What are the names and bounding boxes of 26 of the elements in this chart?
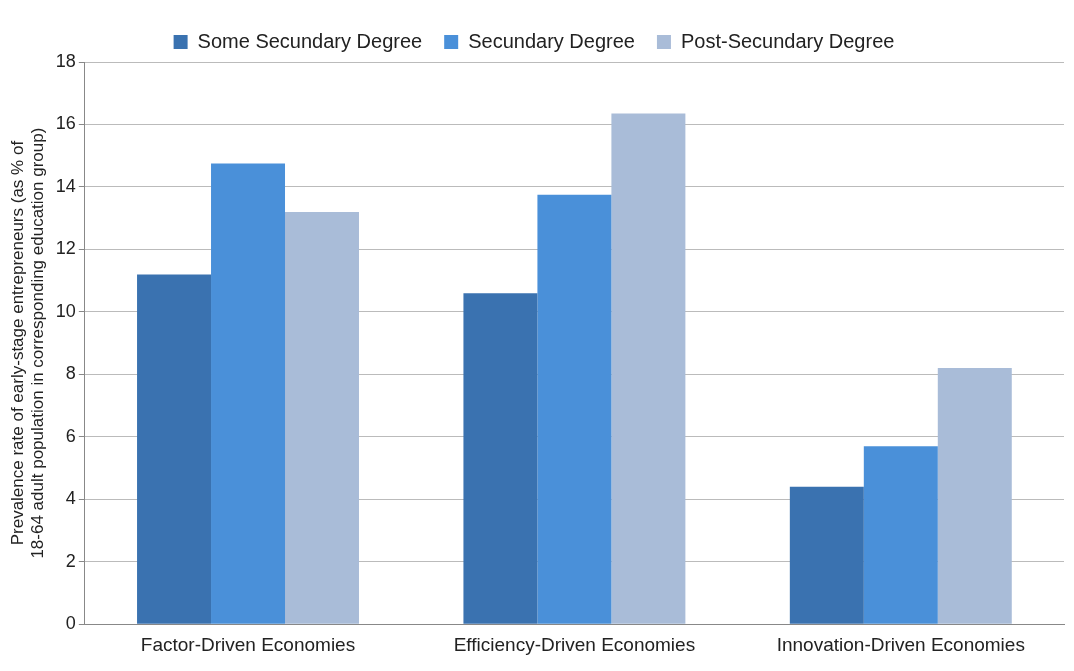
- bar: [789, 486, 864, 624]
- bar: [285, 211, 359, 624]
- bar: [211, 163, 286, 624]
- bar: [863, 446, 938, 624]
- bar: [137, 274, 212, 624]
- y-tick-label: 10: [55, 300, 76, 321]
- bar: [611, 113, 686, 624]
- legend-label: Some Secundary Degree: [197, 29, 423, 52]
- y-tick-label: 12: [55, 238, 76, 259]
- x-tick-label: Factor-Driven Economies: [140, 633, 356, 655]
- y-tick-label: 4: [65, 488, 76, 509]
- bar: [463, 293, 538, 624]
- y-tick-label: 2: [65, 550, 76, 571]
- legend-label: Post-Secundary Degree: [680, 29, 895, 52]
- y-tick-label: 6: [65, 425, 76, 446]
- x-tick-label: Efficiency-Driven Economies: [453, 633, 696, 655]
- legend-label: Secundary Degree: [468, 29, 635, 52]
- y-tick-label: 0: [65, 613, 76, 634]
- y-tick-label: 18: [55, 50, 76, 71]
- x-tick-label: Innovation-Driven Economies: [776, 633, 1025, 655]
- y-axis-title: Prevalence rate of early-stage entrepreneurs (as % of 18-64 adult population in corresponding education group): [7, 127, 48, 559]
- bar: [937, 368, 1012, 624]
- y-tick-label: 16: [55, 113, 76, 134]
- y-tick-label: 8: [65, 363, 76, 384]
- y-tick-label: 14: [55, 175, 76, 196]
- bar: [537, 194, 612, 624]
